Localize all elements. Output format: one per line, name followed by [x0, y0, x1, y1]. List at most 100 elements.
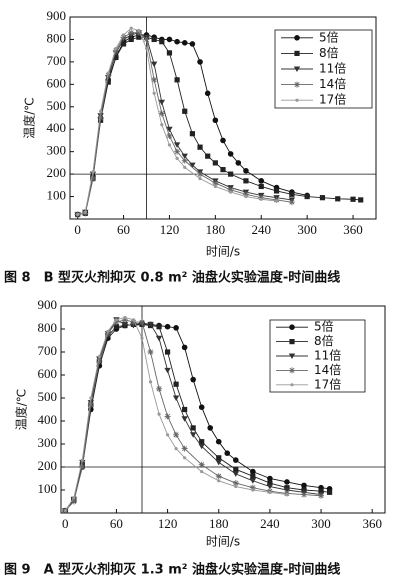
marker [112, 47, 119, 54]
marker [172, 395, 180, 401]
marker [243, 167, 249, 174]
marker [204, 90, 211, 97]
marker [251, 488, 255, 492]
marker [273, 188, 280, 194]
marker [259, 197, 263, 201]
marker [350, 196, 356, 202]
marker [143, 36, 150, 43]
marker [189, 41, 196, 47]
marker [250, 473, 256, 479]
y-axis-label: 温度/℃ [14, 389, 29, 431]
marker [198, 177, 202, 181]
marker [319, 195, 326, 201]
marker [301, 482, 307, 489]
marker [228, 171, 234, 177]
marker [72, 496, 76, 500]
marker [164, 349, 171, 355]
marker [234, 484, 238, 489]
marker [63, 509, 67, 513]
marker [123, 315, 127, 320]
marker [318, 488, 324, 494]
legend-label: 17倍 [319, 92, 346, 107]
marker [249, 478, 257, 484]
marker [215, 459, 222, 466]
marker [147, 349, 154, 355]
marker [290, 383, 294, 387]
marker [121, 316, 128, 323]
x-tick-label: 60 [110, 516, 123, 531]
marker [197, 59, 203, 65]
marker [217, 479, 221, 483]
marker [205, 153, 211, 159]
x-tick-label: 0 [74, 222, 81, 237]
marker [301, 491, 307, 498]
x-tick-label: 120 [160, 222, 180, 237]
marker [165, 433, 170, 437]
marker [164, 367, 171, 374]
marker [128, 36, 134, 43]
marker [212, 117, 219, 124]
legend-label: 14倍 [319, 76, 346, 91]
y-tick-label: 400 [38, 412, 58, 427]
marker [235, 160, 242, 166]
marker [120, 34, 127, 41]
marker [294, 50, 300, 56]
marker [294, 35, 300, 41]
marker [232, 457, 239, 463]
marker [106, 71, 110, 75]
x-tick-label: 300 [297, 222, 317, 237]
marker [266, 484, 274, 490]
y-tick-label: 300 [38, 435, 58, 450]
marker [220, 167, 226, 173]
marker [212, 180, 219, 187]
marker [181, 153, 188, 160]
marker [139, 319, 145, 326]
legend-label: 14倍 [314, 362, 341, 377]
marker [105, 79, 111, 85]
marker [216, 455, 222, 461]
marker [189, 162, 196, 169]
marker [131, 318, 136, 322]
legend-label: 8倍 [314, 333, 334, 348]
marker [249, 484, 256, 491]
marker [89, 396, 93, 400]
marker [199, 439, 205, 445]
caption: 图 9 A 型灭火剂抑灭 1.3 m² 油盘火实验温度-时间曲线 [4, 562, 340, 578]
marker [258, 178, 265, 184]
marker [198, 461, 205, 468]
marker [318, 492, 325, 499]
marker [130, 323, 137, 329]
marker [197, 171, 204, 178]
x-axis-label: 时间/s [206, 245, 240, 259]
marker [164, 413, 171, 420]
marker [89, 175, 96, 182]
marker [284, 479, 290, 485]
marker [289, 367, 295, 374]
marker [326, 489, 333, 495]
marker [267, 480, 273, 486]
marker [140, 336, 144, 340]
marker [166, 126, 173, 133]
legend-label: 17倍 [314, 376, 341, 391]
marker [158, 110, 165, 117]
marker [164, 323, 171, 330]
marker [152, 91, 156, 95]
marker [160, 123, 164, 127]
marker [174, 77, 180, 83]
marker [244, 194, 248, 199]
marker [289, 339, 295, 345]
marker [274, 199, 279, 203]
marker [181, 445, 188, 452]
marker [96, 358, 103, 365]
marker [113, 54, 119, 60]
marker [130, 319, 137, 326]
series-line [77, 32, 292, 215]
marker [151, 36, 157, 43]
y-tick-label: 200 [38, 458, 58, 473]
y-tick-label: 700 [47, 53, 67, 68]
marker [174, 38, 180, 45]
marker [151, 76, 158, 83]
plot-frame [60, 305, 386, 514]
marker [79, 464, 86, 470]
